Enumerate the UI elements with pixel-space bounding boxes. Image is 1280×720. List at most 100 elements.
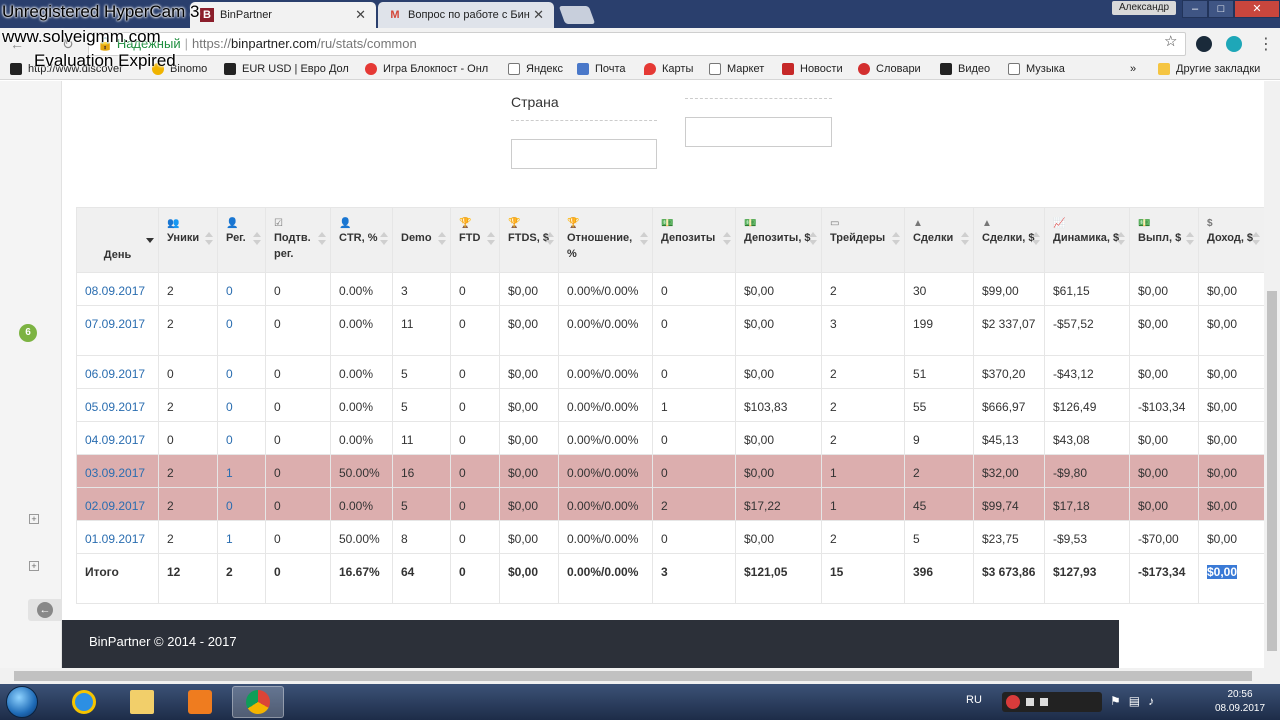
taskbar-chrome[interactable]	[232, 686, 284, 718]
column-demo[interactable]: Demo	[392, 207, 451, 273]
table-cell: $99,74	[973, 487, 1045, 521]
column-ftd[interactable]: 🏆 FTD	[450, 207, 500, 273]
column-uniques[interactable]: 👥 Уники	[158, 207, 218, 273]
expand-icon[interactable]: +	[29, 561, 39, 571]
vertical-scrollbar[interactable]	[1264, 81, 1280, 668]
column-income[interactable]: $ Доход, $	[1198, 207, 1265, 273]
table-cell[interactable]: 0	[217, 355, 266, 389]
table-cell: $0,00	[1129, 487, 1199, 521]
tray-icons[interactable]: ⚑▤♪	[1110, 694, 1162, 708]
record-icon[interactable]	[1006, 695, 1020, 709]
table-cell: $45,13	[973, 421, 1045, 455]
language-indicator[interactable]: RU	[966, 694, 982, 706]
day-link[interactable]: 01.09.2017	[76, 520, 159, 554]
day-link[interactable]: 06.09.2017	[76, 355, 159, 389]
day-link[interactable]: 08.09.2017	[76, 272, 159, 306]
table-cell: 50.00%	[330, 520, 393, 554]
total-cell: $0,00	[1198, 553, 1265, 604]
day-link[interactable]: 05.09.2017	[76, 388, 159, 422]
day-link[interactable]: 02.09.2017	[76, 487, 159, 521]
table-cell[interactable]: 1	[217, 454, 266, 488]
window-user[interactable]: Александр	[1112, 1, 1176, 15]
country-filter-input[interactable]	[511, 139, 657, 169]
column-deals-usd[interactable]: ▲ Сделки, $	[973, 207, 1045, 273]
expand-icon[interactable]: +	[29, 514, 39, 524]
extension-icon[interactable]	[1196, 36, 1212, 52]
maximize-button[interactable]: □	[1208, 0, 1234, 18]
stop-icon[interactable]	[1026, 698, 1034, 706]
table-row: 07.09.2017 2 0 0 0.00% 11 0 $0,00 0.00%/0.00% 0 $0…	[76, 305, 1265, 356]
table-cell[interactable]: 0	[217, 272, 266, 306]
column-ctr[interactable]: 👤 CTR, %	[330, 207, 393, 273]
taskbar-ie[interactable]	[58, 686, 110, 718]
bookmark-news[interactable]: Новости	[782, 63, 843, 75]
bookmark-eurusd[interactable]: EUR USD | Евро Дол	[224, 63, 349, 75]
minimize-button[interactable]: –	[1182, 0, 1208, 18]
bookmark-mail[interactable]: Почта	[577, 63, 626, 75]
table-cell: 2	[158, 272, 218, 306]
column-payouts[interactable]: 💵 Выпл, $	[1129, 207, 1199, 273]
total-cell: 12	[158, 553, 218, 604]
bookmark-market[interactable]: Маркет	[709, 63, 764, 75]
start-button[interactable]	[6, 686, 38, 718]
tab-gmail[interactable]: M Вопрос по работе с Бин ✕	[378, 2, 554, 28]
table-cell: 0.00%/0.00%	[558, 272, 653, 306]
column-traders[interactable]: ▭ Трейдеры	[821, 207, 905, 273]
table-cell[interactable]: 0	[217, 305, 266, 356]
column-deals[interactable]: ▲ Сделки	[904, 207, 974, 273]
column-deposits[interactable]: 💵 Депозиты	[652, 207, 736, 273]
table-cell: $103,83	[735, 388, 822, 422]
scroll-thumb[interactable]	[1267, 291, 1277, 651]
clock[interactable]: 20:56 08.09.2017	[1204, 688, 1276, 716]
table-cell: 0.00%	[330, 388, 393, 422]
column-ftds[interactable]: 🏆 FTDS, $	[499, 207, 559, 273]
bookmark-yandex[interactable]: Яндекс	[508, 63, 563, 75]
table-cell: 9	[904, 421, 974, 455]
bookmark-star-icon[interactable]: ☆	[1164, 33, 1178, 50]
page-footer: BinPartner © 2014 - 2017	[62, 620, 1119, 668]
column-day[interactable]: День	[76, 207, 159, 273]
close-tab-icon[interactable]: ✕	[355, 7, 366, 22]
day-link[interactable]: 03.09.2017	[76, 454, 159, 488]
table-cell: $43,08	[1044, 421, 1130, 455]
tab-binpartner[interactable]: B BinPartner ✕	[190, 2, 376, 28]
bookmark-maps[interactable]: Карты	[644, 63, 693, 75]
column-deposits-usd[interactable]: 💵 Депозиты, $	[735, 207, 822, 273]
bookmark-music[interactable]: Музыка	[1008, 63, 1065, 75]
other-bookmarks[interactable]: Другие закладки	[1158, 63, 1260, 75]
table-cell[interactable]: 0	[217, 421, 266, 455]
bookmark-game[interactable]: Игра Блокпост - Онл	[365, 63, 488, 75]
bookmark-video[interactable]: Видео	[940, 63, 990, 75]
horizontal-scrollbar[interactable]	[0, 668, 1280, 684]
day-link[interactable]: 04.09.2017	[76, 421, 159, 455]
extension-icon[interactable]	[1226, 36, 1242, 52]
pause-icon[interactable]	[1040, 698, 1048, 706]
taskbar-explorer[interactable]	[116, 686, 168, 718]
close-tab-icon[interactable]: ✕	[533, 7, 544, 22]
bookmark-binomo[interactable]: Binomo	[152, 63, 207, 75]
column-ratio[interactable]: 🏆 Отношение, %	[558, 207, 653, 273]
bookmark-discover[interactable]: http://www.discover	[10, 63, 123, 75]
bookmarks-more[interactable]: »	[1130, 63, 1137, 75]
sort-icon	[253, 232, 261, 246]
type-filter-input[interactable]	[685, 117, 832, 147]
scroll-thumb[interactable]	[14, 671, 1252, 681]
menu-icon[interactable]: ⋮	[1258, 36, 1274, 53]
back-icon[interactable]: ←	[10, 36, 24, 52]
table-cell[interactable]: 0	[217, 388, 266, 422]
bookmark-dictionary[interactable]: Словари	[858, 63, 921, 75]
new-tab-button[interactable]	[558, 6, 596, 24]
address-bar[interactable]: 🔒 Надежный | https://binpartner.com/ru/sta…	[88, 32, 1186, 56]
taskbar-media[interactable]	[174, 686, 226, 718]
column-registrations[interactable]: 👤 Рег.	[217, 207, 266, 273]
table-cell[interactable]: 1	[217, 520, 266, 554]
collapse-sidebar-button[interactable]: ←	[28, 599, 62, 621]
column-dynamics[interactable]: 📈 Динамика, $	[1044, 207, 1130, 273]
column-confirmed-registrations[interactable]: ☑ Подтв. рег.	[265, 207, 331, 273]
notification-badge[interactable]: 6	[19, 324, 37, 342]
day-link[interactable]: 07.09.2017	[76, 305, 159, 356]
reload-icon[interactable]: ↻	[62, 36, 74, 52]
table-cell[interactable]: 0	[217, 487, 266, 521]
recorder-controls[interactable]	[1002, 692, 1102, 712]
close-window-button[interactable]: ✕	[1234, 0, 1280, 18]
